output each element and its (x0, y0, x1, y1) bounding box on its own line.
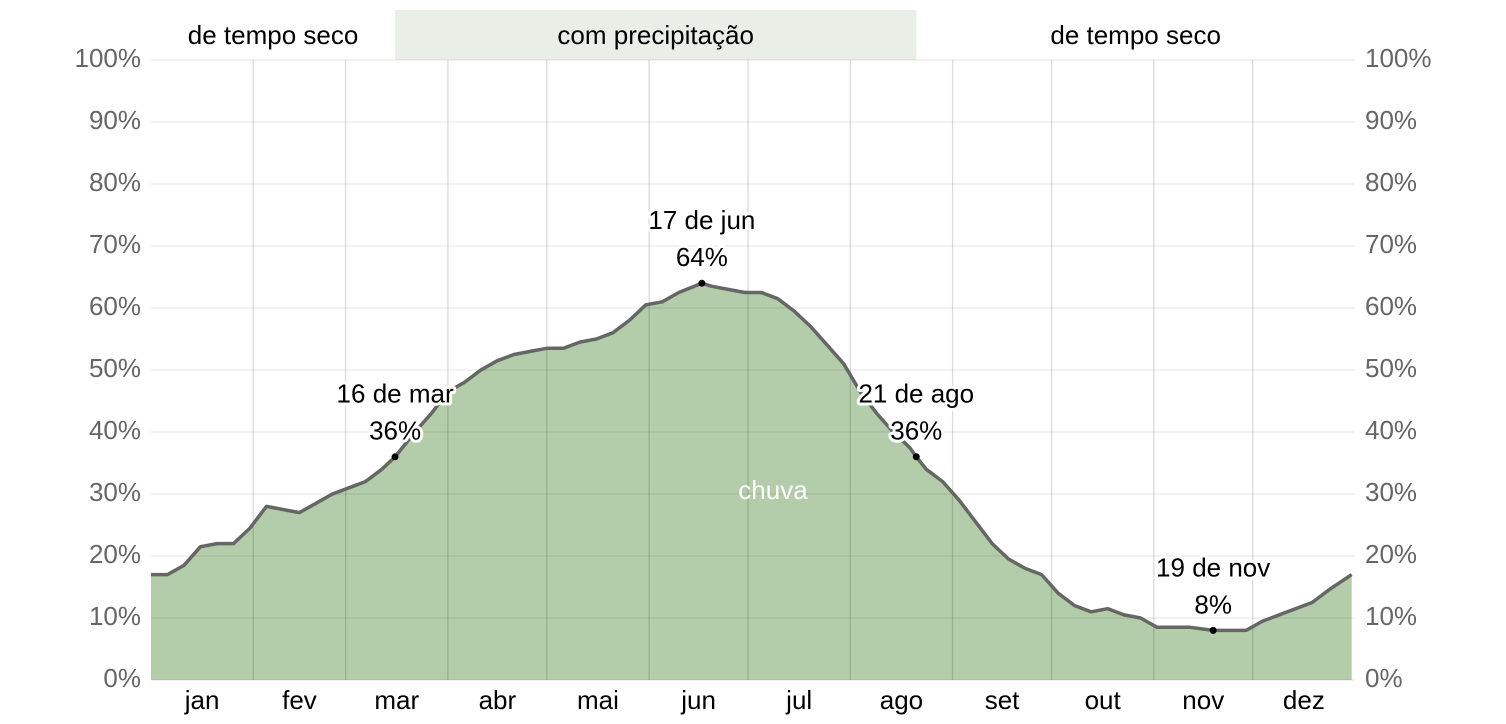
area (151, 283, 1352, 680)
y-tick-label: 50% (89, 353, 141, 383)
x-tick-label: jul (785, 685, 812, 715)
y-tick-label: 20% (89, 539, 141, 569)
season-band (395, 10, 917, 60)
y2-tick-label: 30% (1365, 477, 1417, 507)
line (151, 281, 1353, 633)
annotation-value: 8% (1194, 589, 1232, 619)
annotation-value: 36% (369, 416, 421, 446)
y2-tick-label: 50% (1365, 353, 1417, 383)
y-tick-label: 40% (89, 415, 141, 445)
x-tick-label: mai (577, 685, 619, 715)
y2-tick-label: 100% (1365, 43, 1432, 73)
season-label: com precipitação (557, 20, 754, 50)
x-tick-label: fev (282, 685, 317, 715)
series-label: chuva (738, 475, 808, 505)
annotation-value: 36% (890, 416, 942, 446)
x-tick-label: jan (184, 685, 220, 715)
y-tick-label: 10% (89, 601, 141, 631)
y-tick-label: 60% (89, 291, 141, 321)
y2-tick-label: 20% (1365, 539, 1417, 569)
y2-tick-label: 60% (1365, 291, 1417, 321)
x-tick-label: mar (374, 685, 419, 715)
x-tick-label: dez (1283, 685, 1325, 715)
y2-tick-label: 70% (1365, 229, 1417, 259)
x-tick-label: jun (680, 685, 716, 715)
y2-tick-label: 10% (1365, 601, 1417, 631)
annotation-label: 16 de mar (337, 379, 454, 409)
x-tick-label: nov (1182, 685, 1224, 715)
x-tick-label: set (985, 685, 1020, 715)
y-tick-label: 80% (89, 167, 141, 197)
y-tick-label: 90% (89, 105, 141, 135)
season-label: de tempo seco (1050, 20, 1221, 50)
y2-tick-label: 0% (1365, 663, 1403, 693)
annotation-label: 17 de jun (648, 205, 755, 235)
y-tick-label: 100% (75, 43, 142, 73)
annotation-label: 19 de nov (1156, 552, 1270, 582)
x-tick-label: abr (479, 685, 517, 715)
x-tick-label: out (1085, 685, 1122, 715)
annotation-point (1209, 626, 1217, 634)
y-tick-label: 70% (89, 229, 141, 259)
y2-tick-label: 40% (1365, 415, 1417, 445)
annotation-point (698, 279, 706, 287)
annotation-point (912, 453, 920, 461)
y2-tick-label: 80% (1365, 167, 1417, 197)
x-tick-label: ago (880, 685, 923, 715)
y-tick-label: 0% (103, 663, 141, 693)
annotation-value: 64% (676, 242, 728, 272)
annotation-point (391, 453, 399, 461)
season-label: de tempo seco (188, 20, 359, 50)
y2-tick-label: 90% (1365, 105, 1417, 135)
annotation-label: 21 de ago (858, 379, 974, 409)
y-tick-label: 30% (89, 477, 141, 507)
